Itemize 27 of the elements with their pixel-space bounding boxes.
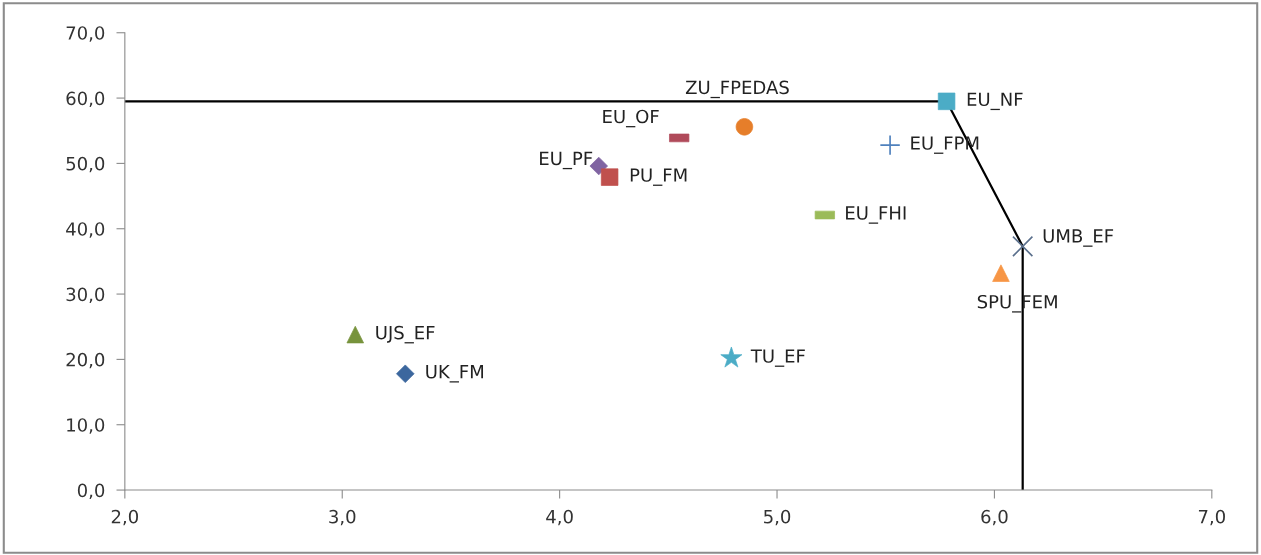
y-tick-label: 30,0 [66, 287, 105, 304]
x-tick-label: 6,0 [981, 509, 1008, 526]
y-tick-label: 60,0 [66, 91, 105, 108]
x-tick-label: 7,0 [1198, 509, 1225, 526]
series-label: EU_FHI [846, 206, 906, 224]
y-tick-label: 10,0 [67, 418, 105, 434]
series-label: UJS_EF [376, 325, 435, 344]
series-label: TU_EF [750, 349, 805, 367]
series-label: UK_FM [426, 365, 484, 383]
y-tick-label: 0,0 [77, 483, 105, 500]
y-tick-label: 20,0 [66, 352, 105, 369]
series-label: PU_FM [630, 168, 687, 186]
series-label: UMB_EF [1043, 229, 1114, 247]
series-label: EU_NF [967, 92, 1023, 111]
x-tick-label: 5,0 [764, 509, 791, 526]
series-label: ZU_FPEDAS [685, 80, 789, 99]
y-tick-label: 70,0 [66, 26, 105, 42]
x-tick-label: 4,0 [546, 509, 573, 526]
series-label: EU_OF [603, 109, 659, 128]
x-tick-label: 2,0 [111, 509, 138, 526]
y-tick-label: 50,0 [66, 156, 105, 173]
x-tick-label: 3,0 [329, 509, 356, 526]
point [937, 92, 956, 111]
point [1012, 235, 1034, 257]
point [879, 134, 901, 156]
series-label: EU_PF [540, 151, 593, 170]
y-tick-label: 40,0 [66, 222, 105, 238]
